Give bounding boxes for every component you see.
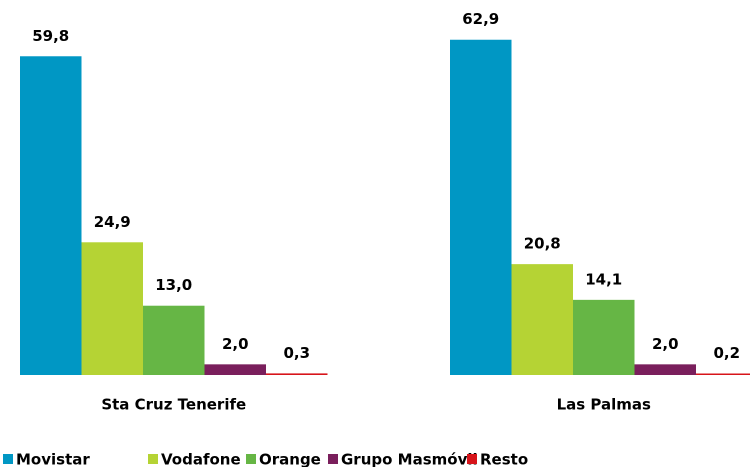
legend-label: Vodafone bbox=[161, 451, 241, 467]
category-label: Las Palmas bbox=[557, 396, 651, 414]
bar bbox=[266, 373, 328, 375]
value-label: 13,0 bbox=[155, 276, 192, 294]
bar bbox=[204, 364, 266, 375]
value-label: 20,8 bbox=[524, 235, 561, 253]
legend-label: Orange bbox=[259, 451, 321, 467]
category-label: Sta Cruz Tenerife bbox=[101, 396, 246, 414]
bar bbox=[450, 39, 512, 375]
legend-swatch bbox=[328, 454, 338, 464]
legend-swatch bbox=[246, 454, 256, 464]
legend-swatch bbox=[467, 454, 477, 464]
value-label: 0,3 bbox=[283, 344, 310, 362]
bar bbox=[20, 56, 82, 376]
legend-label: Resto bbox=[480, 451, 528, 467]
bar bbox=[81, 242, 143, 375]
value-label: 14,1 bbox=[585, 270, 622, 288]
bar bbox=[696, 373, 750, 375]
value-label: 2,0 bbox=[652, 335, 679, 353]
legend-label: Grupo Masmóvil bbox=[341, 451, 478, 467]
value-label: 62,9 bbox=[462, 10, 499, 28]
bar bbox=[511, 264, 573, 375]
value-label: 24,9 bbox=[94, 213, 131, 231]
value-label: 2,0 bbox=[222, 335, 249, 353]
value-label: 0,2 bbox=[713, 344, 740, 362]
value-label: 59,8 bbox=[32, 27, 69, 45]
bar bbox=[634, 364, 696, 375]
bar bbox=[143, 305, 205, 375]
bar bbox=[573, 299, 635, 375]
legend-swatch bbox=[3, 454, 13, 464]
legend-swatch bbox=[148, 454, 158, 464]
legend-label: Movistar bbox=[16, 451, 90, 467]
